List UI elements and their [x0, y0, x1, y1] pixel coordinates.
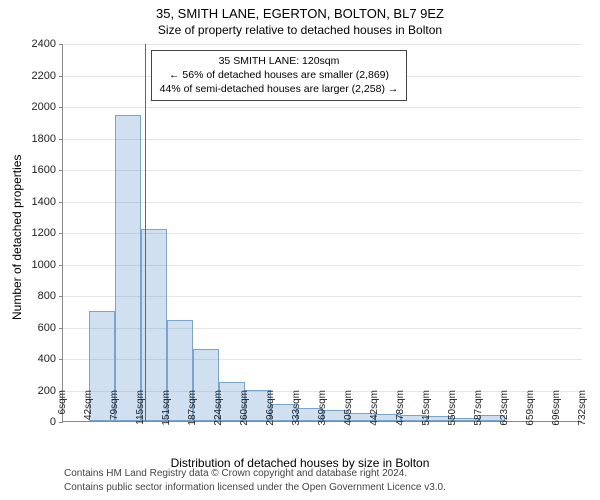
ytick-label: 2000 [16, 101, 56, 113]
ytick-label: 1000 [16, 259, 56, 271]
xtick-label: 696sqm [551, 390, 562, 430]
xtick-label: 333sqm [291, 390, 302, 430]
xtick-label: 151sqm [161, 390, 172, 430]
ytick-mark [59, 107, 63, 108]
xtick-label: 187sqm [187, 390, 198, 430]
xtick-label: 42sqm [83, 390, 94, 430]
footer: Contains HM Land Registry data © Crown c… [64, 467, 446, 494]
xtick-label: 587sqm [473, 390, 484, 430]
ytick-mark [59, 202, 63, 203]
ytick-label: 0 [16, 416, 56, 428]
annotation-line: 44% of semi-detached houses are larger (… [160, 82, 399, 96]
footer-line-2: Contains public sector information licen… [64, 481, 446, 495]
xtick-label: 550sqm [447, 390, 458, 430]
xtick-label: 369sqm [317, 390, 328, 430]
xtick-label: 296sqm [265, 390, 276, 430]
ytick-mark [59, 170, 63, 171]
marker-line [145, 44, 146, 421]
annotation-line: ← 56% of detached houses are smaller (2,… [160, 68, 399, 82]
xtick-label: 478sqm [395, 390, 406, 430]
ytick-label: 1200 [16, 227, 56, 239]
ytick-mark [59, 139, 63, 140]
ytick-mark [59, 233, 63, 234]
ytick-label: 2400 [16, 38, 56, 50]
ytick-label: 600 [16, 322, 56, 334]
footer-line-1: Contains HM Land Registry data © Crown c… [64, 467, 446, 481]
ytick-label: 800 [16, 290, 56, 302]
chart-area: 35 SMITH LANE: 120sqm← 56% of detached h… [62, 44, 582, 422]
xtick-label: 79sqm [109, 390, 120, 430]
xtick-label: 659sqm [525, 390, 536, 430]
plot: 35 SMITH LANE: 120sqm← 56% of detached h… [62, 44, 582, 422]
ytick-mark [59, 44, 63, 45]
ytick-label: 2200 [16, 70, 56, 82]
gridline [63, 44, 582, 45]
xtick-label: 224sqm [213, 390, 224, 430]
ytick-label: 1600 [16, 164, 56, 176]
xtick-label: 623sqm [499, 390, 510, 430]
xtick-label: 442sqm [369, 390, 380, 430]
ytick-mark [59, 76, 63, 77]
annotation-line: 35 SMITH LANE: 120sqm [160, 54, 399, 68]
xtick-label: 405sqm [343, 390, 354, 430]
xtick-label: 6sqm [57, 390, 68, 430]
ytick-mark [59, 328, 63, 329]
ytick-mark [59, 359, 63, 360]
ytick-label: 1800 [16, 133, 56, 145]
title-main: 35, SMITH LANE, EGERTON, BOLTON, BL7 9EZ [0, 0, 600, 21]
ytick-label: 200 [16, 385, 56, 397]
xtick-label: 732sqm [577, 390, 588, 430]
gridline [63, 107, 582, 108]
ytick-mark [59, 265, 63, 266]
xtick-label: 515sqm [421, 390, 432, 430]
title-sub: Size of property relative to detached ho… [0, 21, 600, 37]
bar [115, 115, 141, 421]
ytick-label: 1400 [16, 196, 56, 208]
xtick-label: 260sqm [239, 390, 250, 430]
ytick-label: 400 [16, 353, 56, 365]
annotation-box: 35 SMITH LANE: 120sqm← 56% of detached h… [151, 50, 408, 101]
xtick-label: 115sqm [135, 390, 146, 430]
ytick-mark [59, 296, 63, 297]
